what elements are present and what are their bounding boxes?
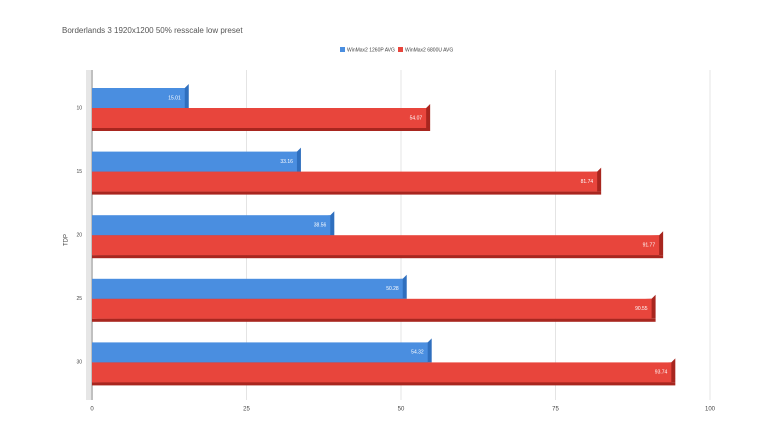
legend-swatch (340, 47, 345, 52)
value-label: 93.74 (655, 370, 668, 376)
y-tick-label: 20 (76, 233, 82, 239)
bar-shadow (92, 128, 431, 131)
bar-shadow (92, 255, 664, 259)
value-label: 38.56 (314, 223, 327, 229)
x-tick-label: 25 (243, 407, 250, 413)
y-tick-label: 10 (76, 105, 82, 111)
bar-shadow (92, 318, 656, 322)
value-label: 54.07 (410, 115, 423, 121)
y-tick-label: 25 (76, 296, 82, 302)
value-label: 91.77 (643, 243, 656, 249)
chart-title: Borderlands 3 1920x1200 50% resscale low… (62, 26, 243, 35)
value-label: 90.55 (635, 306, 648, 312)
bar (92, 298, 652, 319)
bar (92, 88, 185, 108)
bar (92, 235, 660, 256)
x-tick-label: 100 (705, 407, 716, 413)
left-wall (86, 70, 93, 400)
bar (92, 151, 297, 172)
bar-shadow (92, 191, 602, 195)
bar (92, 342, 428, 363)
y-tick-label: 30 (76, 360, 82, 366)
x-tick-label: 0 (90, 407, 94, 413)
bar (92, 362, 672, 383)
x-tick-label: 50 (398, 407, 405, 413)
x-tick-label: 75 (552, 407, 559, 413)
value-label: 81.74 (581, 179, 594, 185)
bar (92, 278, 403, 299)
y-axis-label: TDP (64, 234, 70, 246)
value-label: 33.16 (280, 159, 293, 165)
value-label: 15.01 (168, 95, 181, 101)
legend-swatch (398, 47, 403, 52)
y-tick-label: 15 (76, 169, 82, 175)
bar (92, 171, 598, 192)
bar (92, 215, 331, 236)
value-label: 54.32 (411, 350, 424, 356)
legend-label: WinMax2 6800U AVG (405, 47, 453, 53)
value-label: 50.28 (386, 286, 399, 292)
bar (92, 108, 427, 128)
bar-shadow (92, 382, 676, 386)
legend-label: WinMax2 1260P AVG (347, 47, 395, 53)
